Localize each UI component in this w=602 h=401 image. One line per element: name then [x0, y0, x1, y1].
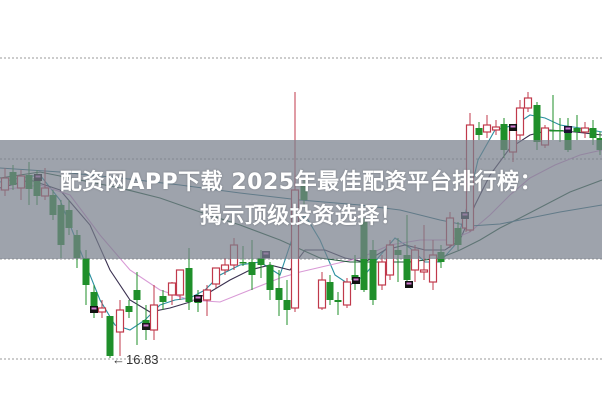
candle-body [475, 128, 483, 135]
candle-down [556, 118, 564, 142]
candle-up [317, 272, 327, 310]
candle-body [185, 268, 193, 302]
candle-up [377, 255, 387, 290]
candle-up [220, 258, 230, 275]
candle-down [334, 292, 342, 315]
candle-body [515, 107, 525, 136]
candle-down [142, 305, 150, 340]
candle-body [533, 105, 541, 142]
candle-body [125, 306, 133, 312]
candle-body [369, 250, 377, 300]
candle-up [580, 122, 590, 138]
signal-marker-dot [353, 278, 359, 281]
candle-body [419, 269, 429, 273]
candle-down [326, 275, 334, 305]
candle-body [239, 262, 247, 264]
candle-body [133, 290, 141, 300]
candle-body [283, 300, 291, 310]
candle-down [133, 272, 141, 345]
candle-body [342, 281, 352, 306]
candle-body [106, 316, 114, 356]
candle-body [573, 128, 581, 132]
candle-up [149, 285, 159, 340]
candle-body [90, 292, 98, 310]
candle-body [202, 289, 212, 301]
candle-body [167, 282, 177, 296]
candle-down [106, 316, 114, 358]
candle-down [573, 115, 581, 140]
candle-body [211, 267, 221, 285]
candle-up [523, 92, 533, 112]
candle-up [482, 115, 492, 138]
candle-up [115, 300, 125, 356]
candle-body [317, 279, 327, 309]
candle-body [482, 124, 492, 133]
candle-down [549, 95, 557, 140]
candle-down [266, 262, 274, 300]
candle-down [125, 300, 133, 318]
banner-title-line-1: 配资网APP下载 2025年最佳配资平台排行榜： [59, 169, 543, 195]
candle-body [428, 254, 438, 283]
candle-down [82, 250, 90, 305]
candle-up [202, 285, 212, 316]
candle-body [549, 130, 557, 132]
low-value: 16.83 [126, 352, 159, 367]
candle-body [175, 269, 185, 296]
candle-body [523, 97, 533, 109]
candle-body [377, 261, 387, 286]
candle-body [326, 282, 334, 300]
candle-body [334, 300, 342, 302]
candle-body [580, 127, 590, 133]
candle-down [283, 280, 291, 325]
candle-down [475, 122, 483, 140]
candle-body [97, 307, 107, 313]
candle-body [220, 264, 230, 271]
candle-up [515, 100, 525, 140]
candle-body [275, 288, 283, 300]
candle-up [491, 120, 501, 135]
candle-body [500, 124, 508, 150]
candle-body [403, 255, 411, 280]
title-banner: 配资网APP下载 2025年最佳配资平台排行榜： 揭示顶级投资选择！ [0, 140, 602, 259]
candle-body [266, 265, 274, 290]
signal-marker-dot [565, 127, 571, 130]
signal-marker-dot [510, 125, 516, 128]
candle-body [82, 258, 90, 285]
candle-body [115, 309, 125, 333]
candle-down [159, 290, 167, 310]
signal-marker-dot [406, 282, 412, 285]
candle-body [257, 258, 265, 265]
candle-up [167, 282, 177, 305]
candle-up [97, 300, 107, 318]
signal-marker-dot [195, 296, 201, 299]
signal-marker-dot [143, 324, 149, 327]
candle-body [149, 304, 159, 331]
candle-up [211, 267, 221, 288]
candle-body [491, 126, 501, 131]
candle-body [589, 128, 597, 138]
candle-body [159, 296, 167, 302]
signal-marker-dot [91, 307, 97, 310]
left-arrow-icon: ← [112, 352, 125, 367]
candle-up [175, 269, 185, 300]
candle-body [556, 130, 564, 132]
candle-body [248, 262, 256, 275]
banner-title-line-2: 揭示顶级投资选择！ [199, 203, 403, 229]
candle-up [342, 278, 352, 308]
period-low-annotation: ←16.83 [112, 352, 159, 367]
candle-down [275, 270, 283, 316]
